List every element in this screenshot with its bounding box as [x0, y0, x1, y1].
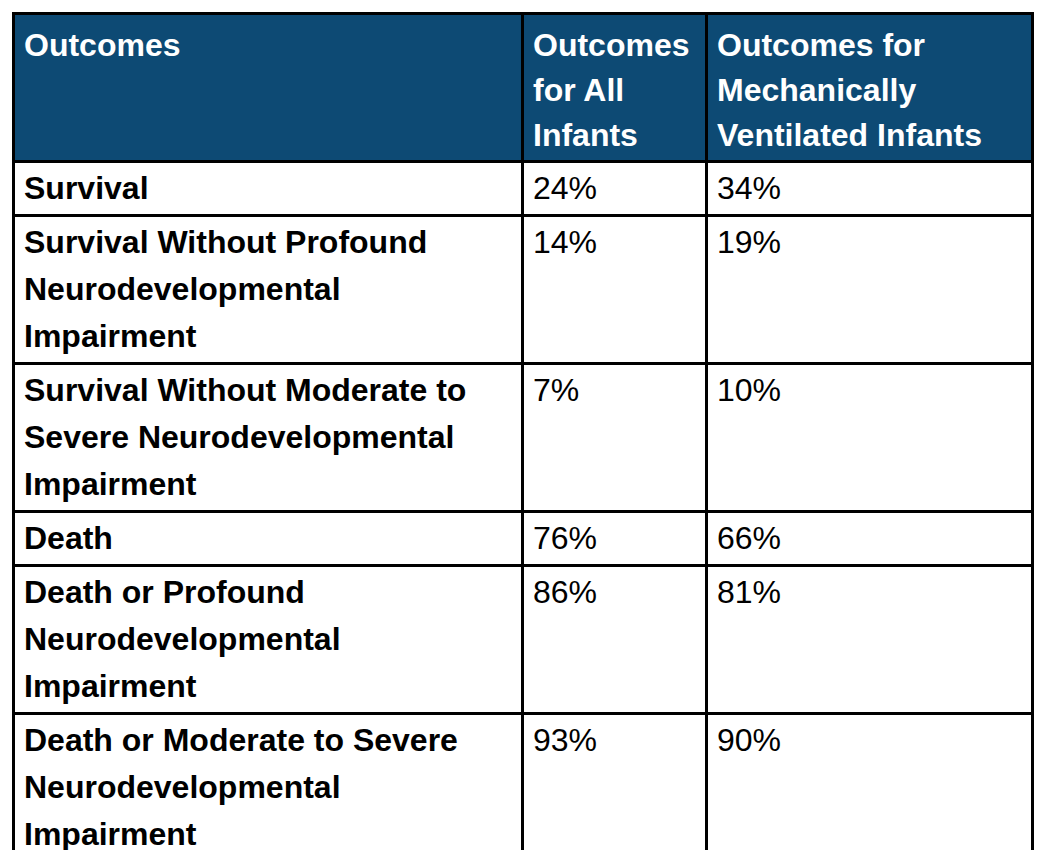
row-label: Survival Without Moderate to Severe Neur…	[14, 364, 523, 512]
row-label: Death or Profound Neurodevelopmental Imp…	[14, 566, 523, 714]
row-label: Death	[14, 512, 523, 566]
value-all-infants: 24%	[523, 162, 707, 216]
value-ventilated: 34%	[707, 162, 1033, 216]
value-all-infants: 86%	[523, 566, 707, 714]
row-label: Death or Moderate to Severe Neurodevelop…	[14, 714, 523, 850]
column-header-outcomes: Outcomes	[14, 14, 523, 162]
row-label: Survival	[14, 162, 523, 216]
outcomes-table: Outcomes Outcomes for All Infants Outcom…	[12, 12, 1034, 850]
value-all-infants: 14%	[523, 216, 707, 364]
table-body: Survival 24% 34% Survival Without Profou…	[14, 162, 1033, 850]
table-row: Death or Profound Neurodevelopmental Imp…	[14, 566, 1033, 714]
table-row: Death or Moderate to Severe Neurodevelop…	[14, 714, 1033, 850]
table-row: Death 76% 66%	[14, 512, 1033, 566]
value-all-infants: 76%	[523, 512, 707, 566]
page: Outcomes Outcomes for All Infants Outcom…	[0, 0, 1050, 850]
value-all-infants: 7%	[523, 364, 707, 512]
value-ventilated: 19%	[707, 216, 1033, 364]
value-ventilated: 66%	[707, 512, 1033, 566]
header-row: Outcomes Outcomes for All Infants Outcom…	[14, 14, 1033, 162]
row-label: Survival Without Profound Neurodevelopme…	[14, 216, 523, 364]
table-row: Survival Without Moderate to Severe Neur…	[14, 364, 1033, 512]
value-all-infants: 93%	[523, 714, 707, 850]
outcomes-table-container: Outcomes Outcomes for All Infants Outcom…	[12, 12, 1034, 850]
column-header-all-infants: Outcomes for All Infants	[523, 14, 707, 162]
column-header-ventilated-infants: Outcomes for Mechanically Ventilated Inf…	[707, 14, 1033, 162]
value-ventilated: 10%	[707, 364, 1033, 512]
table-row: Survival Without Profound Neurodevelopme…	[14, 216, 1033, 364]
value-ventilated: 90%	[707, 714, 1033, 850]
value-ventilated: 81%	[707, 566, 1033, 714]
table-header: Outcomes Outcomes for All Infants Outcom…	[14, 14, 1033, 162]
table-row: Survival 24% 34%	[14, 162, 1033, 216]
